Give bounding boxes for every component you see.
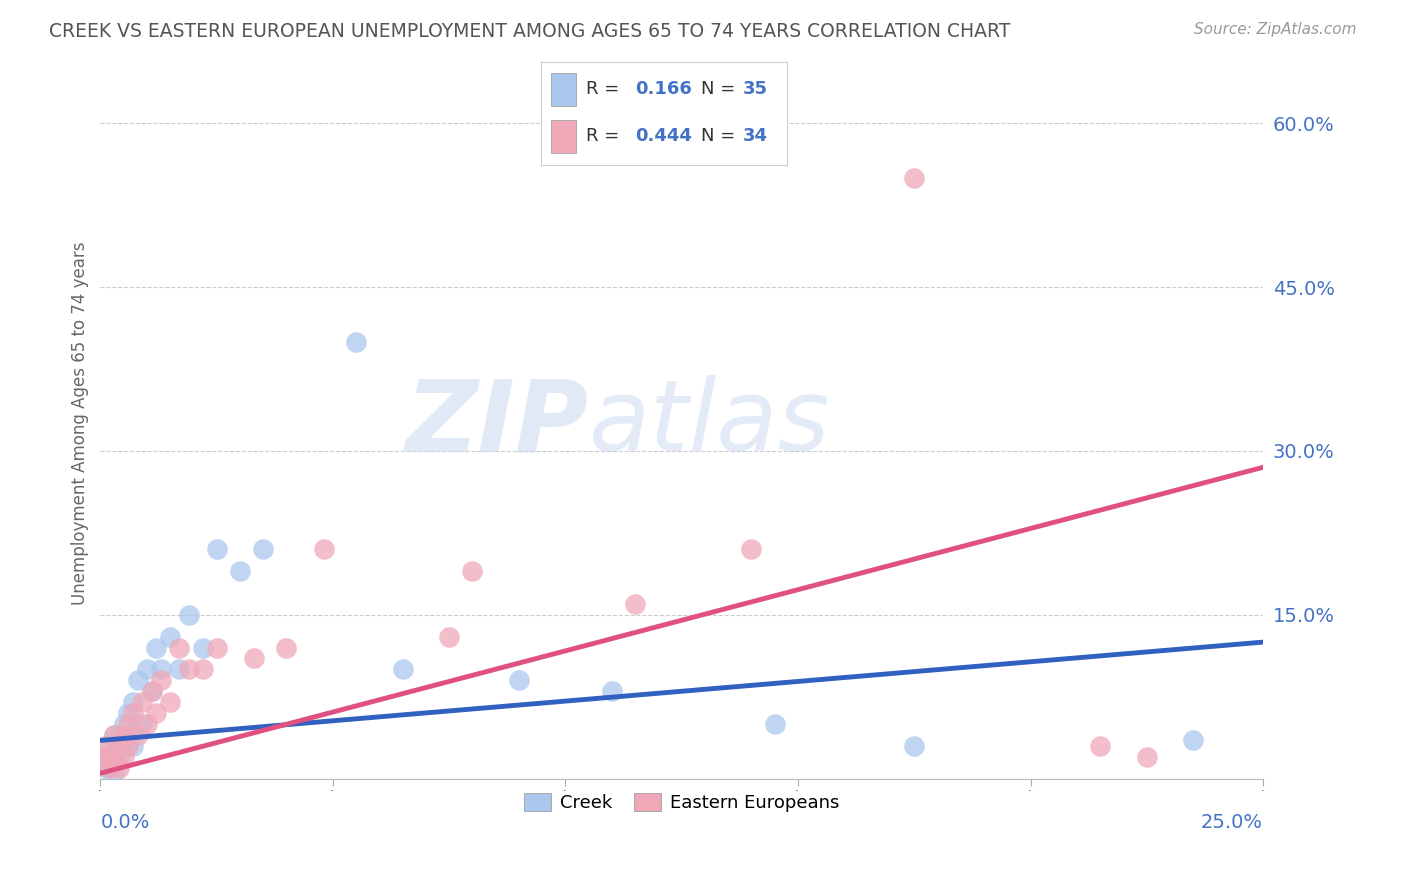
Point	[98, 761, 121, 775]
Point	[103, 749, 125, 764]
Point	[229, 564, 252, 578]
Point	[169, 662, 191, 676]
Point	[122, 706, 145, 720]
Point	[461, 564, 484, 578]
Point	[94, 749, 117, 764]
Point	[108, 739, 131, 753]
Point	[108, 761, 131, 775]
Point	[112, 717, 135, 731]
Text: N =: N =	[702, 128, 741, 145]
Point	[391, 662, 413, 676]
Point	[312, 542, 335, 557]
Text: 0.166: 0.166	[636, 80, 692, 98]
Point	[1182, 733, 1205, 747]
Point	[131, 717, 153, 731]
Point	[624, 597, 647, 611]
Text: 0.444: 0.444	[636, 128, 692, 145]
Point	[763, 717, 786, 731]
Point	[508, 673, 530, 688]
Point	[94, 761, 117, 775]
Point	[98, 749, 121, 764]
Point	[205, 542, 228, 557]
Point	[145, 640, 167, 655]
Text: R =: R =	[586, 128, 624, 145]
Point	[112, 728, 135, 742]
FancyBboxPatch shape	[551, 73, 576, 105]
Text: atlas: atlas	[589, 376, 831, 472]
Point	[131, 695, 153, 709]
Text: Source: ZipAtlas.com: Source: ZipAtlas.com	[1194, 22, 1357, 37]
Text: 34: 34	[744, 128, 768, 145]
Point	[740, 542, 762, 557]
Point	[600, 684, 623, 698]
Point	[1090, 739, 1112, 753]
Point	[437, 630, 460, 644]
Point	[103, 728, 125, 742]
Point	[149, 662, 172, 676]
Point	[98, 739, 121, 753]
Point	[127, 673, 149, 688]
Y-axis label: Unemployment Among Ages 65 to 74 years: Unemployment Among Ages 65 to 74 years	[72, 242, 89, 606]
Point	[159, 630, 181, 644]
FancyBboxPatch shape	[551, 120, 576, 153]
Point	[103, 766, 125, 780]
Point	[103, 728, 125, 742]
Point	[1136, 749, 1159, 764]
Point	[177, 607, 200, 622]
Point	[177, 662, 200, 676]
Point	[903, 170, 925, 185]
Point	[112, 739, 135, 753]
Point	[135, 717, 157, 731]
Legend: Creek, Eastern Europeans: Creek, Eastern Europeans	[517, 786, 846, 820]
Point	[149, 673, 172, 688]
Text: R =: R =	[586, 80, 624, 98]
Point	[108, 739, 131, 753]
Point	[122, 695, 145, 709]
Point	[141, 684, 163, 698]
Point	[103, 749, 125, 764]
Point	[127, 728, 149, 742]
Point	[117, 739, 139, 753]
Point	[252, 542, 274, 557]
Point	[243, 651, 266, 665]
Text: ZIP: ZIP	[406, 376, 589, 472]
Point	[159, 695, 181, 709]
Point	[98, 761, 121, 775]
Point	[117, 728, 139, 742]
Point	[112, 749, 135, 764]
Point	[94, 749, 117, 764]
Point	[903, 739, 925, 753]
Point	[94, 739, 117, 753]
Point	[191, 662, 214, 676]
Text: 25.0%: 25.0%	[1201, 814, 1263, 832]
Point	[117, 717, 139, 731]
Text: 0.0%: 0.0%	[100, 814, 149, 832]
Point	[344, 334, 367, 349]
Point	[117, 706, 139, 720]
Point	[135, 662, 157, 676]
Text: CREEK VS EASTERN EUROPEAN UNEMPLOYMENT AMONG AGES 65 TO 74 YEARS CORRELATION CHA: CREEK VS EASTERN EUROPEAN UNEMPLOYMENT A…	[49, 22, 1011, 41]
Point	[169, 640, 191, 655]
Point	[108, 749, 131, 764]
Text: N =: N =	[702, 80, 741, 98]
Point	[191, 640, 214, 655]
Point	[205, 640, 228, 655]
Point	[276, 640, 298, 655]
Point	[145, 706, 167, 720]
Text: 35: 35	[744, 80, 768, 98]
Point	[141, 684, 163, 698]
Point	[122, 739, 145, 753]
